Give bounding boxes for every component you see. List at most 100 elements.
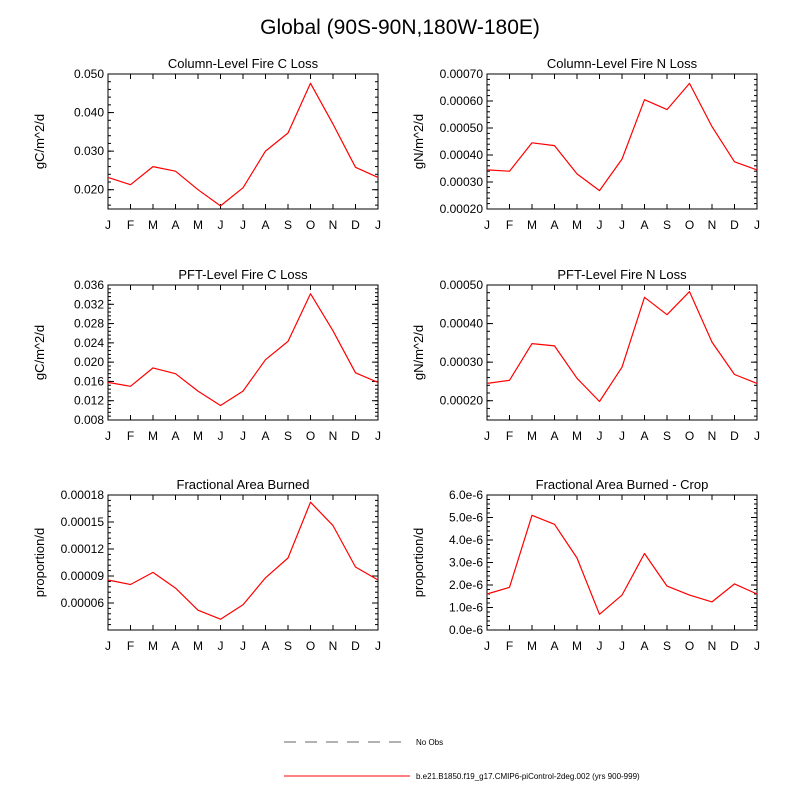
x-tick-label: J (619, 639, 625, 653)
x-tick-label: S (284, 429, 292, 443)
x-tick-label: J (597, 639, 603, 653)
x-tick-label: J (484, 639, 490, 653)
x-tick-label: J (484, 218, 490, 232)
x-tick-label: J (597, 218, 603, 232)
x-tick-label: F (506, 218, 513, 232)
y-tick-label: 0.00015 (61, 515, 105, 529)
y-tick-label: 0.032 (74, 297, 104, 311)
x-tick-label: M (148, 218, 158, 232)
y-tick-label: 0.024 (74, 336, 104, 350)
x-tick-label: O (685, 218, 694, 232)
x-tick-label: J (754, 218, 760, 232)
x-tick-label: M (193, 639, 203, 653)
x-tick-label: A (261, 639, 269, 653)
x-tick-label: N (708, 429, 717, 443)
y-tick-label: 0.00040 (440, 148, 484, 162)
x-tick-label: J (218, 639, 224, 653)
x-tick-label: N (329, 639, 338, 653)
x-tick-label: F (506, 639, 513, 653)
y-axis-label: gC/m^2/d (32, 114, 47, 169)
x-tick-label: O (685, 639, 694, 653)
x-tick-label: J (375, 639, 381, 653)
chart-title: Fractional Area Burned - Crop (536, 477, 709, 492)
x-tick-label: J (754, 429, 760, 443)
y-tick-label: 0.030 (74, 144, 104, 158)
plot-frame (486, 494, 758, 631)
y-tick-label: 0.016 (74, 374, 104, 388)
y-tick-label: 0.00050 (440, 121, 484, 135)
legend-label-no-obs: No Obs (416, 738, 443, 747)
x-tick-label: N (708, 218, 717, 232)
y-axis-label: gN/m^2/d (411, 325, 426, 380)
x-tick-label: F (127, 218, 134, 232)
x-tick-label: J (754, 639, 760, 653)
chart-title: Column-Level Fire C Loss (168, 56, 319, 71)
chart-title: Fractional Area Burned (177, 477, 310, 492)
legend-label-model: b.e21.B1850.f19_g17.CMIP6-piControl-2deg… (416, 772, 640, 781)
x-tick-label: J (240, 429, 246, 443)
x-tick-label: J (484, 429, 490, 443)
y-tick-label: 2.0e-6 (449, 578, 483, 592)
y-axis-label: gC/m^2/d (32, 325, 47, 380)
x-tick-label: M (193, 429, 203, 443)
x-tick-label: S (663, 429, 671, 443)
plot-frame (107, 73, 379, 210)
y-tick-label: 0.00040 (440, 317, 484, 331)
series-line (486, 82, 758, 192)
x-tick-label: F (127, 429, 134, 443)
y-axis-label: proportion/d (411, 528, 426, 597)
y-tick-label: 0.040 (74, 106, 104, 120)
y-tick-label: 0.028 (74, 317, 104, 331)
x-tick-label: F (506, 429, 513, 443)
y-tick-label: 0.020 (74, 183, 104, 197)
x-tick-label: D (730, 639, 739, 653)
x-tick-label: J (105, 429, 111, 443)
x-tick-label: J (240, 218, 246, 232)
x-tick-label: A (640, 429, 648, 443)
y-tick-label: 0.00018 (61, 488, 105, 502)
x-tick-label: M (527, 218, 537, 232)
x-tick-label: A (171, 639, 179, 653)
x-tick-label: J (218, 429, 224, 443)
y-tick-label: 0.00020 (440, 202, 484, 216)
chart-panel-6: Fractional Area Burned - Crop proportion/… (411, 477, 760, 653)
x-tick-label: M (148, 429, 158, 443)
x-tick-label: J (105, 639, 111, 653)
y-tick-label: 0.00070 (440, 67, 484, 81)
y-tick-label: 5.0e-6 (449, 511, 483, 525)
y-tick-label: 0.050 (74, 67, 104, 81)
x-tick-label: M (572, 218, 582, 232)
y-tick-label: 0.00030 (440, 175, 484, 189)
y-tick-label: 0.008 (74, 413, 104, 427)
x-tick-label: D (730, 429, 739, 443)
y-tick-label: 4.0e-6 (449, 533, 483, 547)
x-tick-label: D (351, 218, 360, 232)
y-tick-label: 0.036 (74, 278, 104, 292)
x-tick-label: D (730, 218, 739, 232)
plot-frame (486, 284, 758, 421)
x-tick-label: A (171, 218, 179, 232)
y-axis-label: gN/m^2/d (411, 114, 426, 169)
y-tick-label: 1.0e-6 (449, 601, 483, 615)
x-tick-label: M (527, 429, 537, 443)
x-tick-label: A (640, 218, 648, 232)
y-tick-label: 0.00006 (61, 596, 105, 610)
x-tick-label: O (306, 218, 315, 232)
x-tick-label: A (640, 639, 648, 653)
x-tick-label: S (663, 218, 671, 232)
x-tick-label: A (261, 218, 269, 232)
y-tick-label: 3.0e-6 (449, 556, 483, 570)
x-tick-label: S (663, 639, 671, 653)
y-axis-label: proportion/d (32, 528, 47, 597)
x-tick-label: M (572, 429, 582, 443)
x-tick-label: O (306, 429, 315, 443)
x-tick-label: A (550, 639, 558, 653)
series-line (486, 291, 758, 403)
y-tick-label: 0.0e-6 (449, 623, 483, 637)
